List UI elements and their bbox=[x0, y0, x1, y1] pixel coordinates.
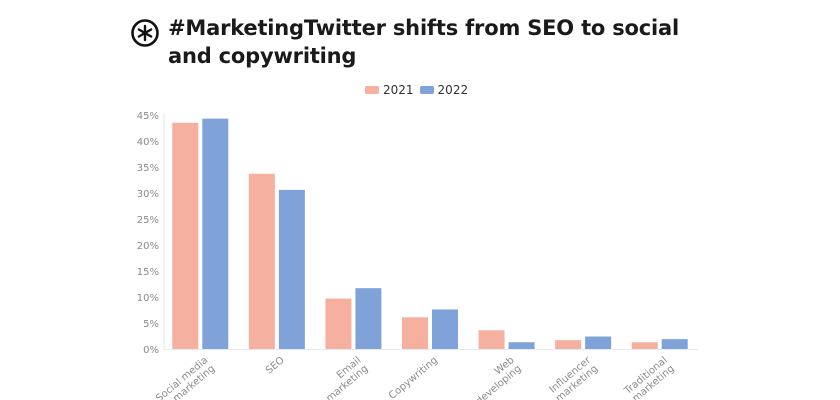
bar-2021 bbox=[172, 122, 199, 349]
x-tick-label-line: Copywriting bbox=[387, 355, 440, 400]
bar-2022 bbox=[278, 189, 305, 349]
x-tick-label: Traditionalmarketing bbox=[622, 355, 677, 400]
chart-legend: 2021 2022 bbox=[365, 82, 474, 98]
bar-2021 bbox=[631, 342, 658, 349]
x-tick-label: SEO bbox=[264, 355, 287, 377]
legend-label-2021: 2021 bbox=[383, 83, 414, 97]
y-tick-label: 10% bbox=[137, 293, 159, 304]
legend-item-2022: 2022 bbox=[419, 83, 469, 97]
bar-2022 bbox=[508, 342, 535, 349]
bar-2022 bbox=[202, 118, 229, 349]
legend-label-2022: 2022 bbox=[437, 83, 469, 97]
x-tick-label: Copywriting bbox=[387, 355, 440, 400]
bar-2021 bbox=[325, 298, 352, 349]
x-tick-label: Webdeveloping bbox=[467, 355, 523, 400]
y-tick-label: 35% bbox=[137, 163, 159, 174]
bar-2022 bbox=[432, 309, 458, 349]
legend-item-2021: 2021 bbox=[365, 83, 414, 97]
legend-swatch-2022 bbox=[419, 86, 434, 94]
bar-2021 bbox=[248, 173, 275, 349]
y-tick-label: 30% bbox=[137, 189, 159, 200]
bar-2021 bbox=[402, 317, 428, 349]
y-tick-label: 40% bbox=[137, 137, 159, 148]
y-tick-label: 45% bbox=[137, 111, 159, 122]
legend-swatch-2021 bbox=[365, 86, 379, 94]
bar-2021 bbox=[478, 330, 505, 349]
asterisk-circle-logo-icon bbox=[131, 19, 159, 47]
bar-2021 bbox=[555, 340, 582, 349]
chart-title: #MarketingTwitter shifts from SEO to soc… bbox=[168, 16, 679, 68]
y-tick-label: 25% bbox=[137, 215, 159, 226]
bar-2022 bbox=[355, 288, 382, 349]
x-tick-label: Influencermarketing bbox=[547, 354, 601, 400]
y-tick-label: 15% bbox=[137, 267, 159, 278]
y-tick-label: 5% bbox=[143, 319, 159, 330]
x-tick-label: Social mediamarketing bbox=[154, 355, 217, 400]
y-tick-label: 20% bbox=[137, 241, 159, 252]
bar-2022 bbox=[661, 339, 688, 349]
x-tick-label: Emailmarketing bbox=[317, 355, 370, 400]
y-tick-label: 0% bbox=[143, 345, 159, 356]
x-tick-label-line: SEO bbox=[264, 355, 287, 377]
bar-2022 bbox=[585, 336, 612, 349]
